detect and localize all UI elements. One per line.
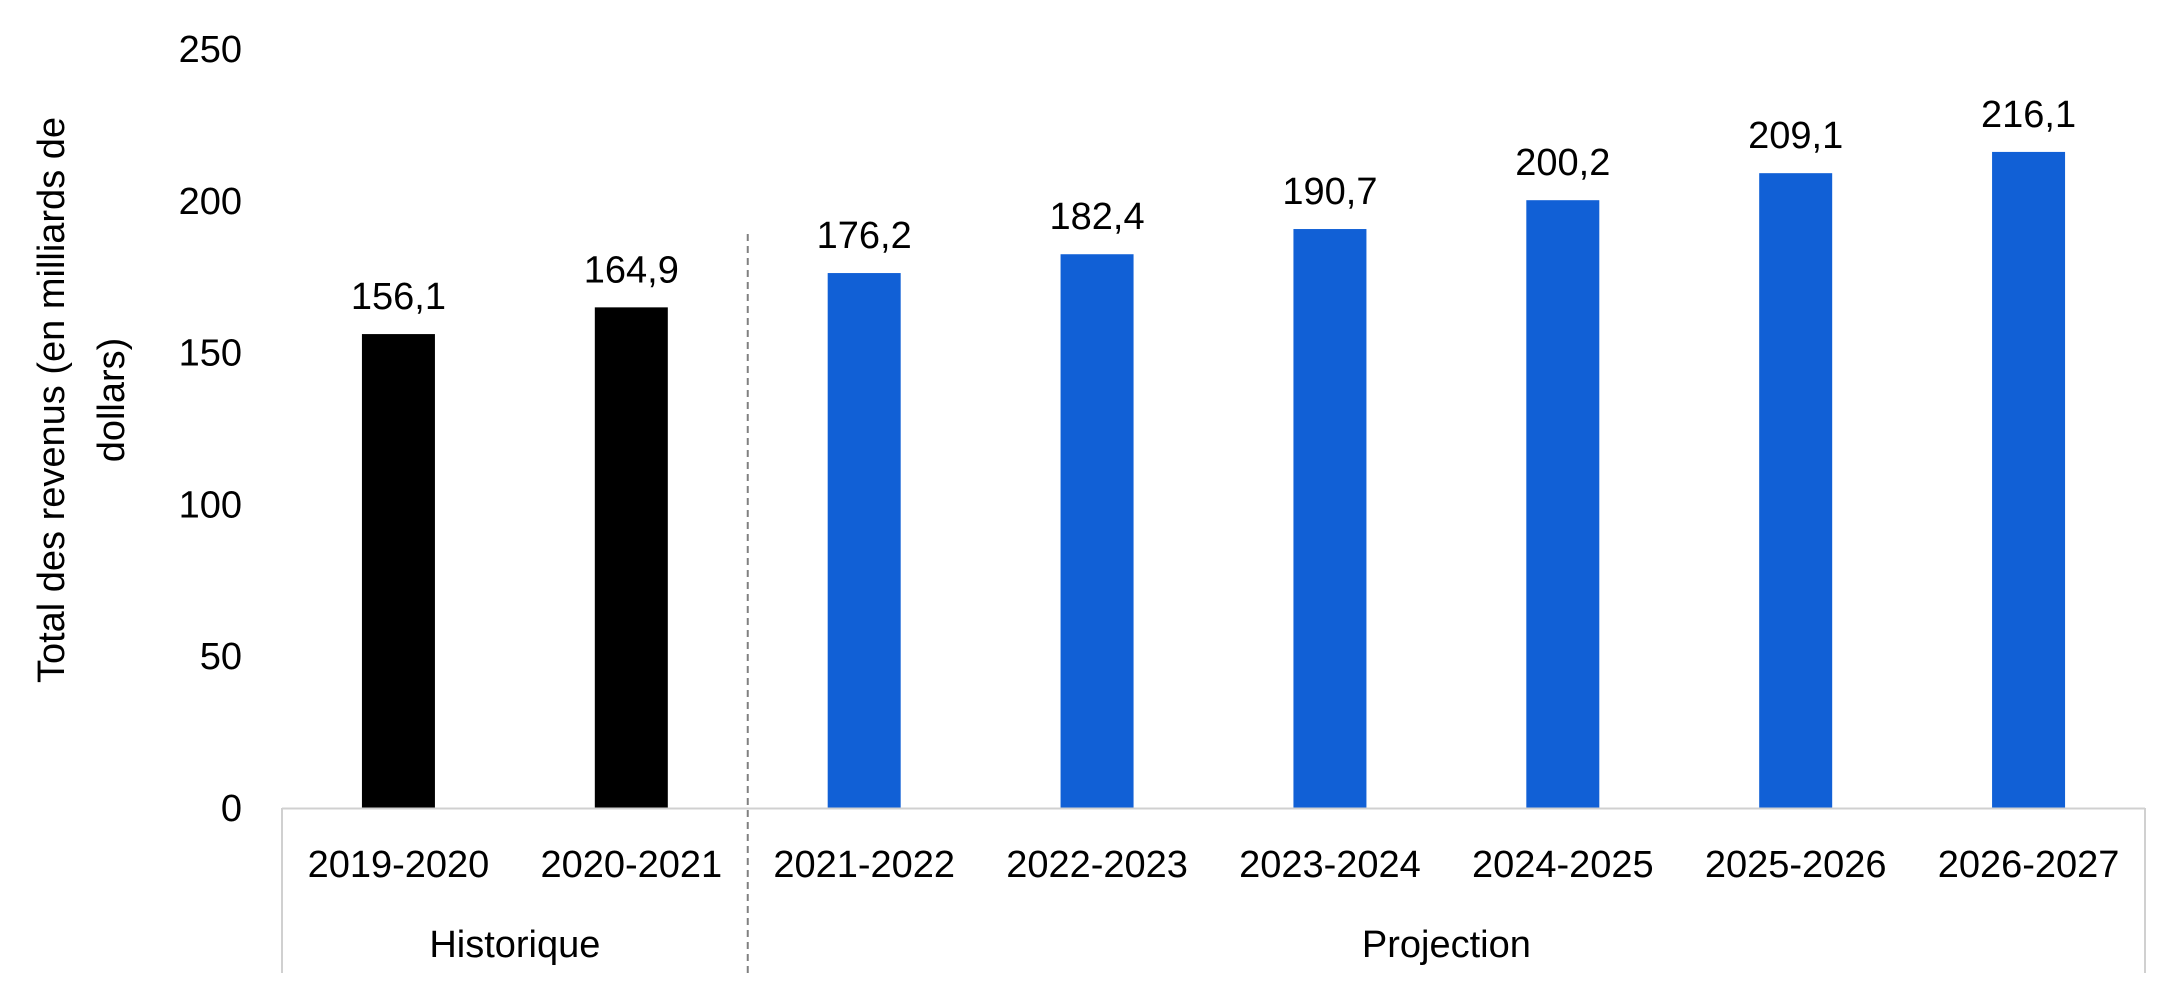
x-tick-label: 2023-2024: [1239, 844, 1421, 886]
y-tick-label: 200: [179, 181, 242, 223]
x-tick-label: 2019-2020: [308, 844, 490, 886]
x-tick-label: 2025-2026: [1705, 844, 1887, 886]
y-axis-title-line-1: Total des revenus (en milliards de: [31, 117, 73, 683]
data-label: 216,1: [1981, 94, 2076, 136]
x-tick-label: 2021-2022: [773, 844, 955, 886]
bar-2020-2021: [594, 307, 668, 808]
category-axis: Historique Projection 2019-2020 2020-2021 20…: [281, 234, 2146, 973]
data-label: 164,9: [584, 249, 679, 291]
bar-2022-2023: [1060, 254, 1134, 809]
y-tick-label: 0: [221, 788, 242, 830]
group-label-historique: Historique: [429, 924, 600, 966]
bar-2024-2025: [1526, 200, 1600, 808]
data-label: 190,7: [1282, 171, 1377, 213]
y-axis-title: Total des revenus (en milliards de dolla…: [31, 117, 133, 683]
y-axis-title-line-2: dollars): [91, 338, 133, 463]
data-label: 182,4: [1050, 196, 1145, 238]
bar-2025-2026: [1759, 173, 1833, 809]
x-tick-label: 2024-2025: [1472, 844, 1654, 886]
bar-2021-2022: [827, 273, 901, 809]
x-tick-label: 2022-2023: [1006, 844, 1188, 886]
bars: [361, 151, 2066, 809]
group-label-projection: Projection: [1362, 924, 1531, 966]
x-tick-label: 2020-2021: [540, 844, 722, 886]
bar-2019-2020: [361, 334, 435, 808]
x-tick-label: 2026-2027: [1938, 844, 2120, 886]
data-labels: 156,1 164,9 176,2 182,4 190,7 200,2 209,1 216,1: [351, 94, 2076, 318]
data-label: 209,1: [1748, 115, 1843, 157]
data-label: 200,2: [1515, 142, 1610, 184]
y-tick-label: 150: [179, 333, 242, 375]
data-label: 156,1: [351, 276, 446, 318]
y-tick-label: 50: [200, 636, 242, 678]
bar-2026-2027: [1992, 151, 2066, 808]
bar-2023-2024: [1293, 229, 1367, 809]
y-tick-label: 250: [179, 29, 242, 71]
y-axis-ticks: 0 50 100 150 200 250: [179, 29, 242, 830]
data-label: 176,2: [817, 215, 912, 257]
y-tick-label: 100: [179, 484, 242, 526]
